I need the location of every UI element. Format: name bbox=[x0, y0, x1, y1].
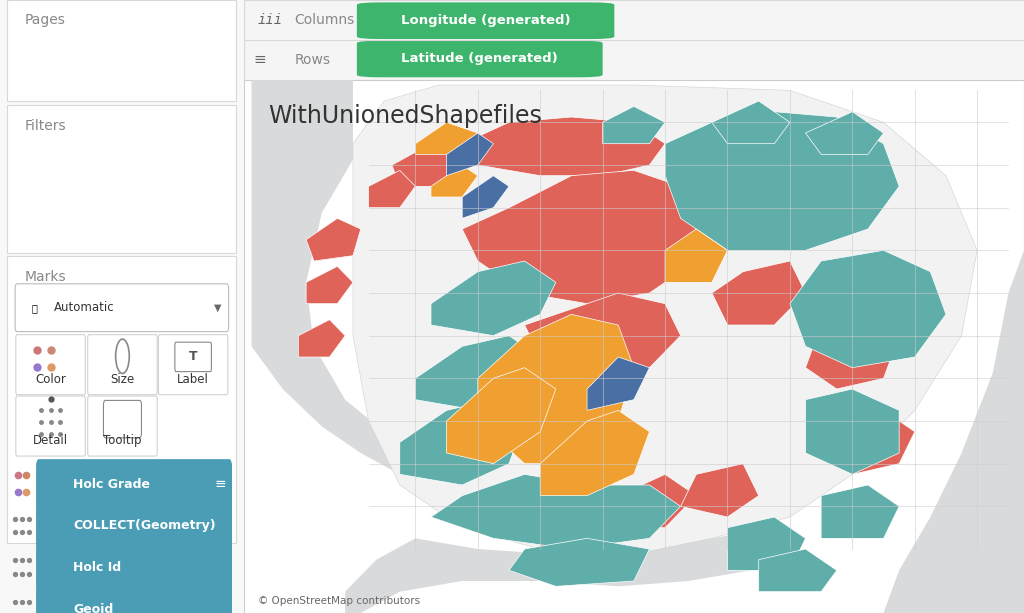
Polygon shape bbox=[524, 293, 681, 378]
Polygon shape bbox=[462, 170, 712, 303]
Text: T: T bbox=[188, 351, 198, 364]
Polygon shape bbox=[252, 80, 416, 474]
Text: Rows: Rows bbox=[295, 53, 331, 67]
Polygon shape bbox=[369, 170, 416, 208]
Polygon shape bbox=[431, 474, 681, 549]
Polygon shape bbox=[541, 410, 649, 496]
Text: ≡: ≡ bbox=[214, 478, 226, 491]
Text: Holc Grade: Holc Grade bbox=[73, 478, 151, 491]
Bar bbox=[7, 256, 237, 543]
Text: Detail: Detail bbox=[33, 434, 69, 447]
Text: 🌐: 🌐 bbox=[32, 303, 38, 313]
Polygon shape bbox=[821, 410, 914, 474]
Polygon shape bbox=[446, 133, 494, 176]
Polygon shape bbox=[416, 336, 541, 410]
Text: Columns: Columns bbox=[295, 13, 354, 27]
Text: Color: Color bbox=[35, 373, 66, 386]
Text: Marks: Marks bbox=[25, 270, 66, 284]
Text: ▼: ▼ bbox=[214, 303, 222, 313]
Bar bbox=[7, 0, 237, 101]
Polygon shape bbox=[298, 320, 345, 357]
Polygon shape bbox=[392, 143, 462, 186]
Polygon shape bbox=[462, 176, 509, 218]
Text: Pages: Pages bbox=[25, 13, 66, 28]
Polygon shape bbox=[665, 229, 727, 283]
Text: Tooltip: Tooltip bbox=[103, 434, 141, 447]
FancyBboxPatch shape bbox=[36, 543, 232, 593]
Text: iii: iii bbox=[258, 13, 283, 27]
FancyBboxPatch shape bbox=[36, 501, 232, 551]
Polygon shape bbox=[446, 368, 556, 463]
Polygon shape bbox=[462, 117, 665, 176]
FancyBboxPatch shape bbox=[36, 459, 232, 509]
FancyBboxPatch shape bbox=[15, 396, 85, 456]
Text: © OpenStreetMap contributors: © OpenStreetMap contributors bbox=[258, 596, 420, 606]
Text: Longitude (generated): Longitude (generated) bbox=[400, 14, 570, 27]
FancyBboxPatch shape bbox=[36, 584, 232, 613]
Polygon shape bbox=[603, 107, 665, 143]
Polygon shape bbox=[399, 400, 524, 485]
FancyBboxPatch shape bbox=[15, 284, 228, 332]
FancyBboxPatch shape bbox=[175, 342, 211, 371]
Text: Geoid: Geoid bbox=[73, 603, 114, 613]
Polygon shape bbox=[618, 474, 696, 528]
FancyBboxPatch shape bbox=[356, 2, 614, 39]
FancyBboxPatch shape bbox=[88, 335, 158, 395]
Polygon shape bbox=[306, 218, 360, 261]
FancyBboxPatch shape bbox=[159, 335, 228, 395]
Text: COLLECT(Geometry): COLLECT(Geometry) bbox=[73, 519, 216, 533]
Polygon shape bbox=[509, 538, 649, 586]
Text: Automatic: Automatic bbox=[53, 301, 115, 314]
Polygon shape bbox=[665, 112, 899, 250]
Polygon shape bbox=[353, 85, 977, 554]
Polygon shape bbox=[416, 123, 478, 154]
Bar bbox=[7, 105, 237, 253]
Polygon shape bbox=[345, 528, 790, 613]
Polygon shape bbox=[541, 506, 618, 560]
Polygon shape bbox=[431, 165, 478, 197]
Polygon shape bbox=[727, 517, 806, 570]
Text: Holc Id: Holc Id bbox=[73, 561, 121, 574]
Polygon shape bbox=[587, 357, 649, 410]
Polygon shape bbox=[712, 186, 806, 250]
Polygon shape bbox=[712, 261, 806, 325]
Polygon shape bbox=[821, 485, 899, 538]
Polygon shape bbox=[806, 389, 899, 474]
Polygon shape bbox=[431, 261, 556, 336]
FancyBboxPatch shape bbox=[103, 400, 141, 438]
Polygon shape bbox=[759, 549, 837, 592]
Polygon shape bbox=[681, 463, 759, 517]
Polygon shape bbox=[306, 266, 353, 303]
Text: Latitude (generated): Latitude (generated) bbox=[401, 53, 558, 66]
Polygon shape bbox=[712, 101, 790, 143]
Text: WithUnionedShapefiles: WithUnionedShapefiles bbox=[268, 104, 543, 128]
Polygon shape bbox=[806, 112, 884, 154]
FancyBboxPatch shape bbox=[356, 40, 603, 77]
Polygon shape bbox=[478, 314, 634, 463]
Polygon shape bbox=[790, 250, 946, 368]
FancyBboxPatch shape bbox=[88, 396, 158, 456]
Polygon shape bbox=[884, 250, 1024, 613]
Text: Filters: Filters bbox=[25, 119, 66, 133]
FancyBboxPatch shape bbox=[15, 335, 85, 395]
Text: Size: Size bbox=[111, 373, 134, 386]
Text: ≡: ≡ bbox=[254, 52, 266, 67]
Text: Label: Label bbox=[177, 373, 209, 386]
Polygon shape bbox=[806, 314, 899, 389]
